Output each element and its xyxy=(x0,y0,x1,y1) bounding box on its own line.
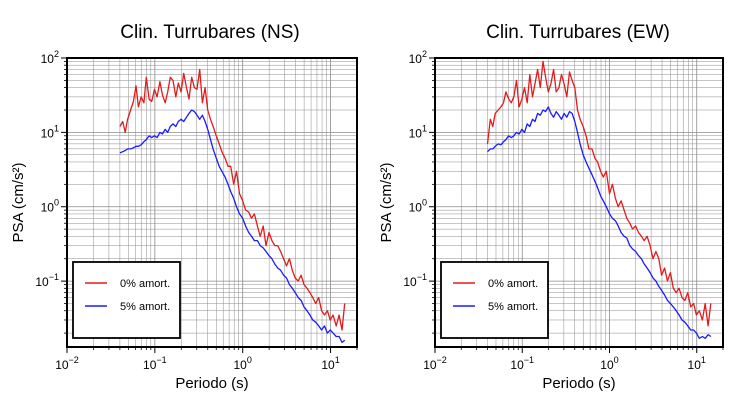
y-tick-label: 100 xyxy=(409,198,427,215)
legend: 0% amort. 5% amort. xyxy=(440,261,549,339)
legend-label: 5% amort. xyxy=(488,301,538,313)
y-tick-label: 10−1 xyxy=(35,272,59,289)
y-tick-label: 102 xyxy=(409,49,427,66)
plot-frame xyxy=(66,57,358,348)
y-tick-label: 100 xyxy=(41,198,59,215)
y-tick-label: 102 xyxy=(41,49,59,66)
x-tick-label: 10−2 xyxy=(55,355,79,372)
x-tick-label: 100 xyxy=(234,355,252,372)
chart-panel-2: 10−2 10−1 100 101 10−1 100 101 102 0% amort. 5% a… xyxy=(378,22,724,392)
x-axis-label: Periodo (s) xyxy=(175,375,248,392)
legend: 0% amort. 5% amort. xyxy=(72,261,181,339)
legend-box xyxy=(440,261,549,339)
x-tick-label: 10−1 xyxy=(143,355,167,372)
legend-box xyxy=(72,261,181,339)
chart-title: Clin. Turrubares (EW) xyxy=(486,22,670,43)
y-axis-label: PSA (cm/s²) xyxy=(378,162,395,242)
y-tick-label: 101 xyxy=(41,123,59,140)
series-line-undamped xyxy=(119,68,346,331)
x-tick-label: 10−1 xyxy=(510,355,534,372)
x-tick-label: 101 xyxy=(688,355,706,372)
y-axis-label: PSA (cm/s²) xyxy=(10,162,27,242)
plot-frame xyxy=(434,57,724,348)
series-line-damped xyxy=(487,106,712,339)
grid xyxy=(66,57,358,347)
legend-label: 0% amort. xyxy=(120,278,170,290)
series-line-undamped xyxy=(486,60,712,327)
series-line-damped xyxy=(119,109,346,344)
chart-title: Clin. Turrubares (NS) xyxy=(120,22,300,43)
y-tick-label: 10−1 xyxy=(403,272,427,289)
x-tick-label: 10−2 xyxy=(423,355,447,372)
x-tick-label: 100 xyxy=(600,355,618,372)
x-tick-label: 101 xyxy=(321,355,339,372)
chart-panel-1: 10−2 10−1 100 101 10−1 100 101 102 0% amort. 5% a… xyxy=(10,22,358,392)
y-tick-label: 101 xyxy=(409,123,427,140)
x-axis-label: Periodo (s) xyxy=(542,375,615,392)
legend-label: 5% amort. xyxy=(120,301,170,313)
legend-label: 0% amort. xyxy=(488,278,538,290)
